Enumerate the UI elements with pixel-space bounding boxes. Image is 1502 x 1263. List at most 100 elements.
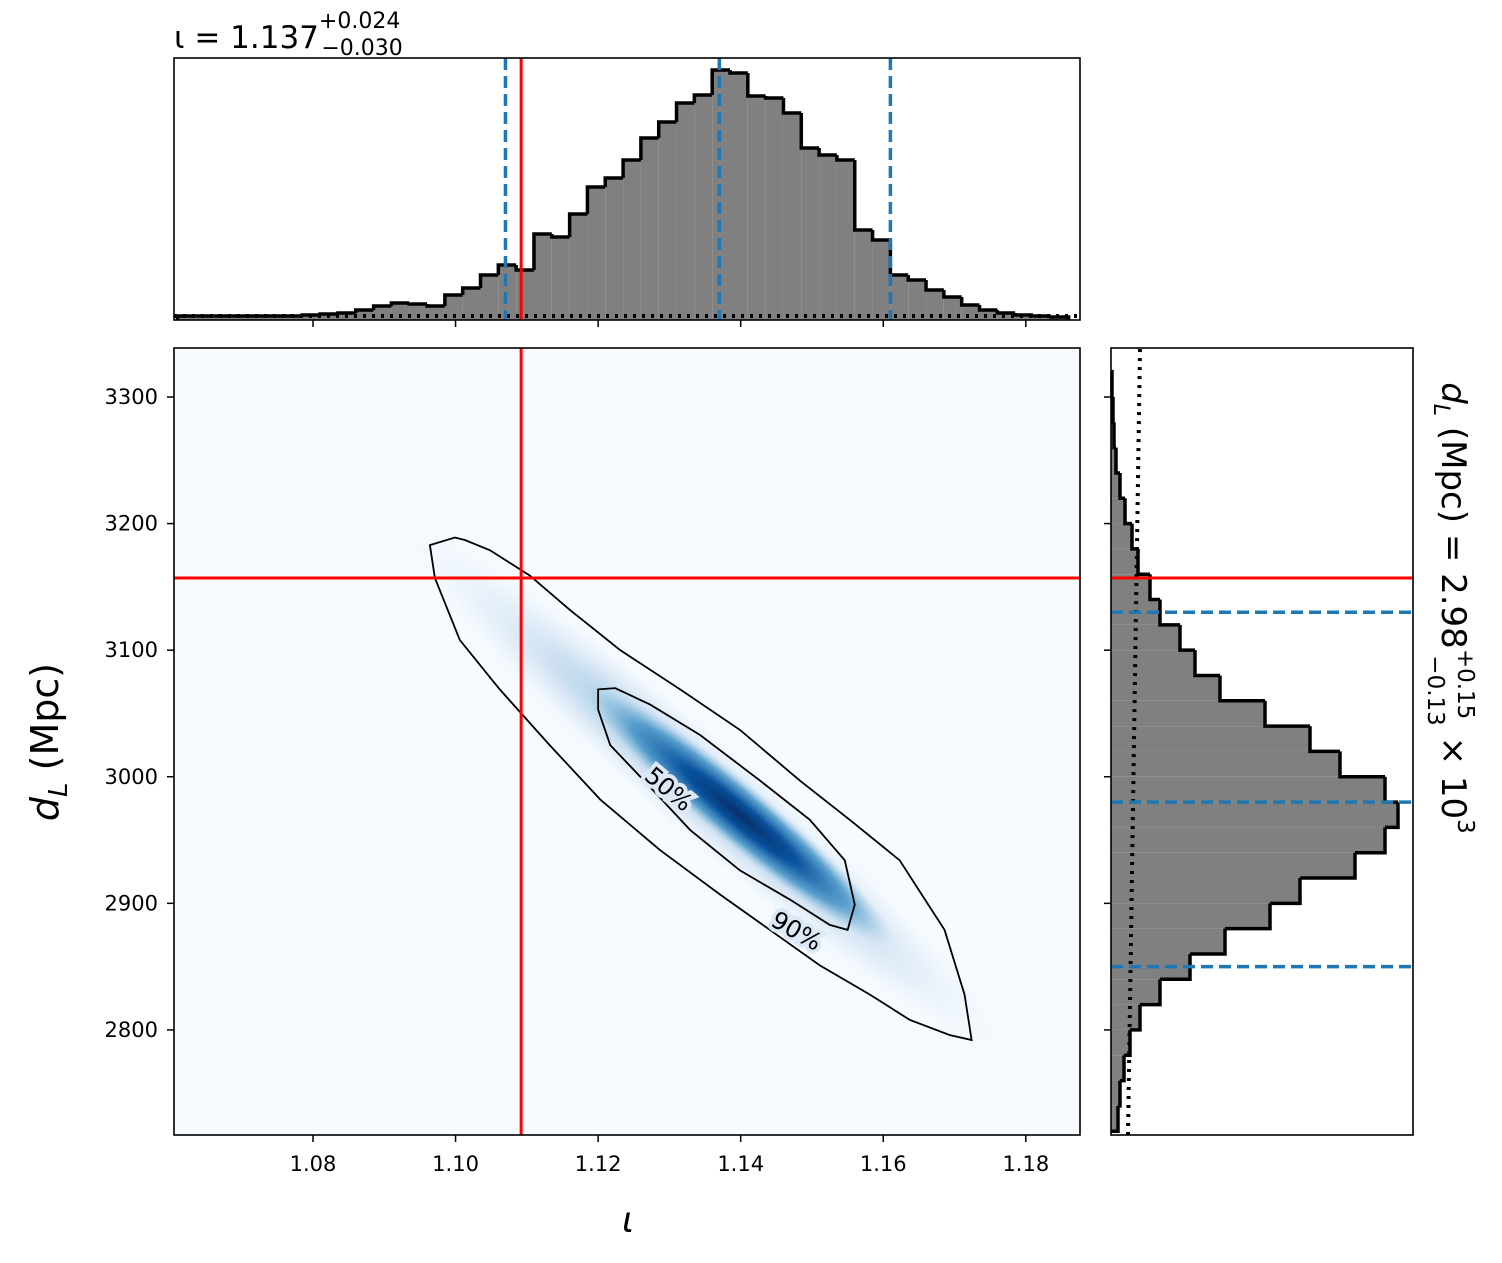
bar-outline [1263, 700, 1310, 728]
bar [1111, 472, 1120, 499]
rt-minus: −0.13 [1422, 655, 1448, 725]
right-title: dL (Mpc) = 2.98+0.15−0.13 × 103 [1422, 382, 1478, 834]
contour [597, 687, 856, 932]
bar-outline [906, 275, 927, 282]
bar [997, 313, 1016, 320]
bar [623, 160, 641, 320]
y-tick-label: 3200 [105, 512, 158, 536]
bar [533, 234, 552, 320]
bar [1111, 1105, 1118, 1132]
bar [587, 187, 606, 320]
bar-outline [710, 68, 731, 95]
y-tick-label: 3300 [105, 385, 158, 409]
bar-outline [1193, 650, 1220, 678]
bar [605, 178, 624, 320]
bar-outline [407, 302, 428, 306]
bar-outline [639, 136, 659, 160]
y-axis-label: dL (Mpc) [23, 663, 74, 821]
bar-outline [852, 160, 873, 232]
y-tick-label: 3100 [105, 638, 158, 662]
rt-exp: 3 [1452, 819, 1478, 834]
bar [1111, 903, 1270, 929]
bar-outline [1013, 313, 1033, 317]
bar [1111, 675, 1220, 701]
bar [1111, 726, 1310, 752]
bar-outline [1123, 498, 1132, 526]
bar-outline [1124, 1029, 1132, 1057]
bar [640, 138, 659, 320]
bar-outline [746, 73, 766, 98]
y-label-unit: (Mpc) [23, 663, 67, 783]
x-axis-label: ι [622, 1200, 634, 1241]
x-tick-label: 1.18 [1002, 1152, 1049, 1176]
bar-outline [817, 148, 837, 157]
bar-outline [1178, 624, 1195, 652]
bar [908, 280, 927, 320]
x-tick-label: 1.16 [860, 1152, 907, 1176]
bar-outline [603, 176, 624, 187]
x-tick-label: 1.14 [717, 1152, 764, 1176]
bar-outline [835, 155, 855, 162]
y-tick-label: 3000 [105, 765, 158, 789]
bar-outline [336, 311, 356, 315]
bar-outline [1049, 315, 1071, 320]
bar-outline [443, 293, 463, 306]
bar-outline [1130, 1004, 1142, 1032]
bar-outline [1031, 314, 1051, 318]
top-title: ι = 1.137+0.024 −0.030 [174, 9, 403, 61]
bar [1111, 548, 1138, 575]
bar [1111, 523, 1132, 549]
bar [801, 148, 820, 320]
rt-main: d [1433, 382, 1473, 404]
title-minus: −0.030 [321, 36, 402, 61]
panel-frame [173, 57, 1081, 321]
bar [1111, 928, 1225, 954]
bar-outline [175, 314, 196, 320]
bar [480, 275, 499, 320]
x-tick-label: 1.10 [432, 1152, 479, 1176]
bar-outline [1118, 472, 1125, 501]
bar [1111, 827, 1385, 853]
bar [1111, 650, 1195, 676]
bar [391, 303, 410, 320]
bar [444, 295, 463, 320]
bar [427, 306, 445, 320]
bar-outline [977, 305, 998, 312]
bar [1111, 979, 1160, 1005]
bar-outline [532, 232, 552, 270]
bar-outline [514, 265, 534, 272]
bar-outline [1158, 599, 1180, 627]
bar-outline [692, 93, 713, 103]
bar [551, 237, 570, 320]
title-plus: +0.024 [319, 9, 400, 34]
rt-rest: (Mpc) = 2.98 [1433, 416, 1473, 649]
density-core [585, 684, 895, 946]
bar-outline [460, 286, 481, 295]
bar-outline [354, 308, 374, 313]
bar [409, 304, 428, 320]
bar-outline [1308, 726, 1340, 754]
density-shading [370, 498, 1040, 1082]
title-main: ι = 1.137 [174, 20, 319, 56]
bar [1111, 852, 1355, 879]
bar [516, 270, 534, 320]
bar [1111, 498, 1125, 524]
bar [979, 310, 998, 320]
bar [498, 265, 517, 320]
bar [1111, 776, 1385, 803]
bar [819, 155, 837, 320]
bar-outline [1118, 1080, 1122, 1108]
bar-outline [924, 280, 944, 292]
bar-outline [425, 304, 445, 308]
bar-outline [1111, 1105, 1120, 1133]
y-label-sub: L [44, 782, 74, 797]
bar-outline [1338, 751, 1385, 779]
bar-outline [1385, 802, 1400, 830]
bar [1111, 624, 1180, 651]
y-tick-label: 2800 [105, 1018, 158, 1042]
bar-outline [1112, 422, 1116, 450]
bar [1111, 878, 1300, 904]
bar [1111, 1029, 1130, 1056]
panel-frame [173, 347, 1081, 1136]
contour [428, 536, 973, 1042]
